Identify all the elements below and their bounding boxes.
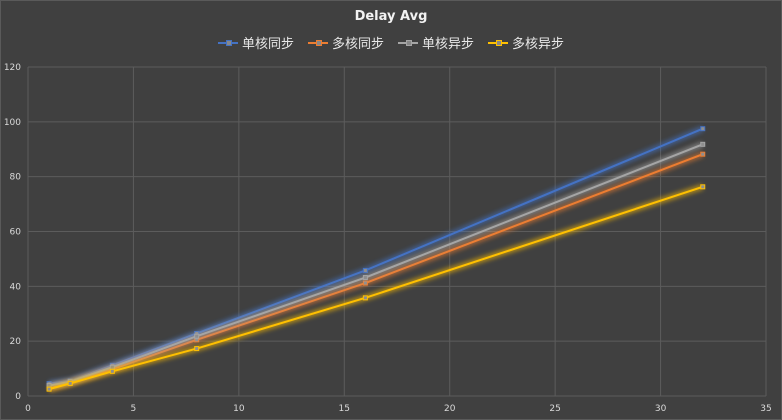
series-3-point-5 [700, 184, 706, 190]
legend-item-series-3: 多核异步 [488, 33, 564, 52]
legend: 单核同步 多核同步 单核异步 多核异步 [0, 33, 782, 52]
legend-swatch-1 [307, 37, 328, 49]
series-2-point-5 [700, 141, 706, 147]
y-tick-label-1: 20 [10, 337, 22, 347]
legend-swatch-3 [488, 37, 509, 49]
chart-title: Delay Avg [354, 9, 428, 24]
x-tick-label-6: 30 [655, 404, 667, 414]
legend-item-series-2: 单核异步 [398, 33, 474, 52]
legend-swatch-0 [217, 37, 238, 49]
legend-label-3: 多核异步 [512, 37, 565, 52]
x-tick-label-1: 5 [131, 404, 137, 414]
x-tick-label-4: 20 [444, 404, 456, 414]
series-1-point-4 [362, 280, 368, 286]
legend-item-series-0: 单核同步 [217, 33, 294, 52]
series-0-point-4 [362, 267, 368, 273]
legend-label-0: 单核同步 [241, 37, 294, 52]
y-tick-label-2: 40 [10, 282, 22, 292]
y-tick-label-3: 60 [10, 228, 22, 238]
x-tick-label-3: 15 [339, 404, 350, 414]
series-line-3 [48, 185, 704, 391]
x-tick-label-7: 35 [760, 404, 771, 414]
series-1-point-5 [700, 151, 706, 157]
series-glow-0 [48, 125, 704, 387]
series-2-point-4 [362, 275, 368, 281]
legend-item-series-1: 多核同步 [307, 33, 384, 52]
legend-label-2: 单核异步 [422, 37, 475, 52]
series-3-point-0 [46, 386, 52, 392]
x-tick-label-2: 10 [233, 404, 245, 414]
y-tick-label-6: 120 [4, 63, 21, 73]
x-tick-label-5: 25 [549, 404, 560, 414]
y-tick-label-4: 80 [10, 173, 22, 183]
series-3-point-4 [362, 295, 368, 301]
series-3-point-1 [67, 380, 73, 386]
series-3-point-2 [109, 368, 115, 374]
series-3-point-3 [194, 346, 200, 352]
series-0-point-5 [700, 126, 706, 132]
y-tick-label-0: 0 [15, 392, 21, 402]
x-tick-label-0: 0 [25, 404, 31, 414]
y-tick-label-5: 100 [4, 118, 21, 128]
legend-swatch-2 [398, 37, 418, 49]
series-2-point-3 [194, 333, 200, 339]
legend-label-1: 多核同步 [331, 37, 384, 52]
